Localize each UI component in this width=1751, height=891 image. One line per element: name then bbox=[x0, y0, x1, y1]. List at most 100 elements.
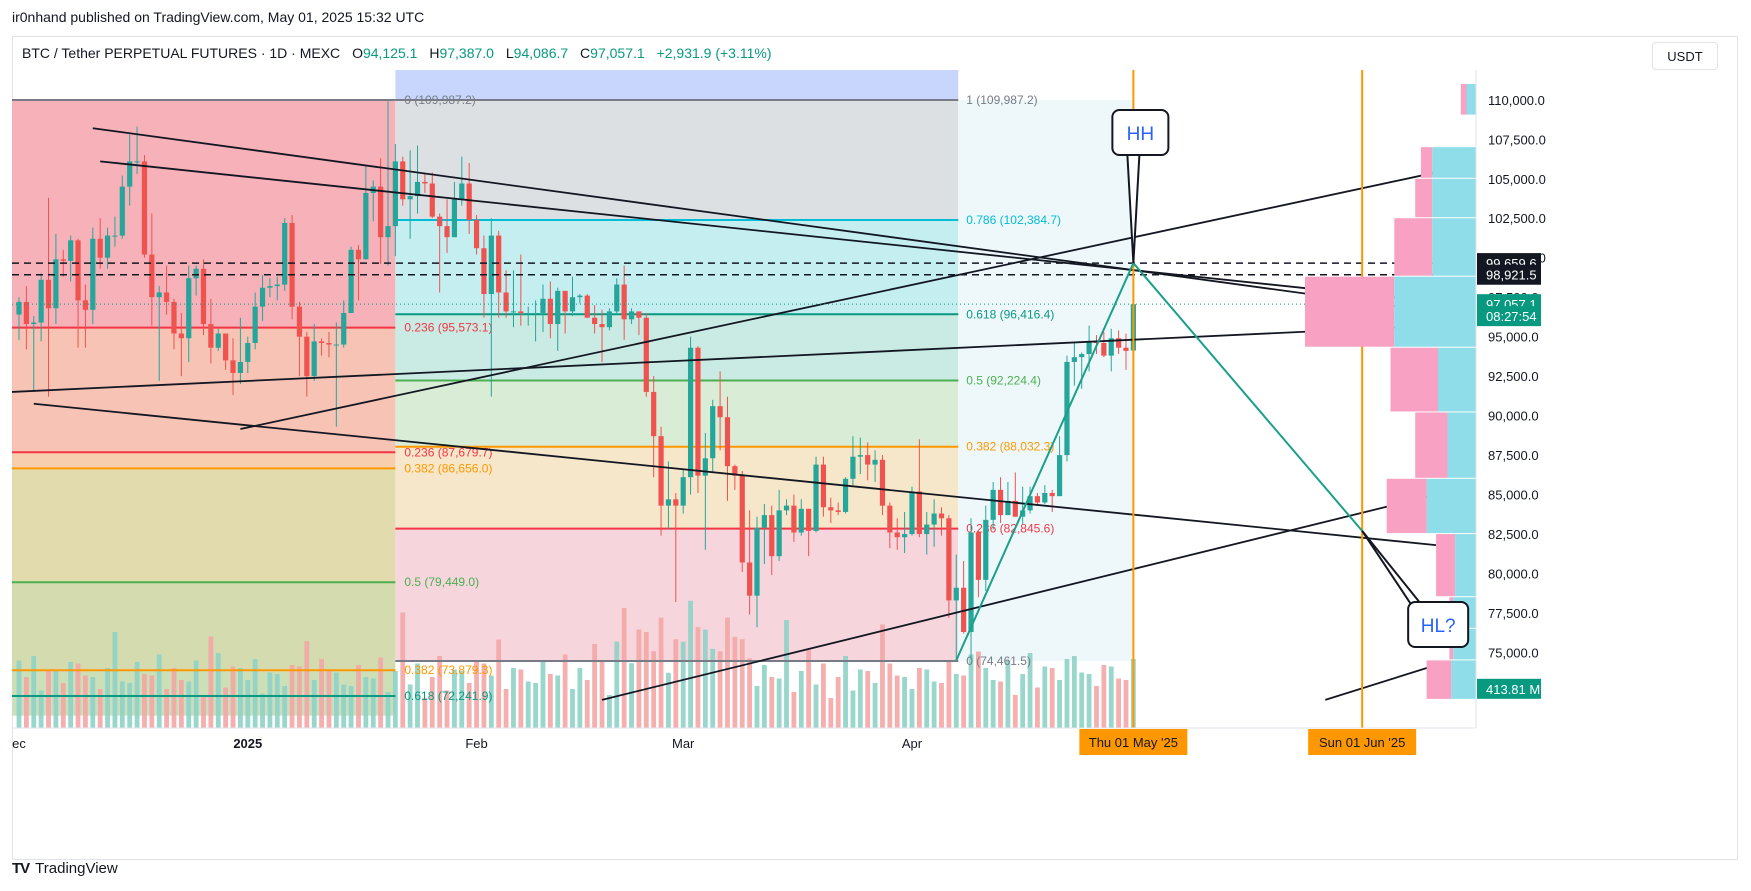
candle bbox=[592, 305, 598, 334]
candle-body bbox=[1101, 342, 1107, 356]
volume-profile-up bbox=[1438, 347, 1476, 412]
candle-body bbox=[53, 259, 59, 309]
candle-body bbox=[1005, 500, 1011, 516]
candle-body bbox=[761, 515, 767, 528]
fib-left-label-6: 0.618 (72,241.9) bbox=[404, 689, 492, 703]
volume-profile-up bbox=[1451, 660, 1476, 699]
hl-callout-text: HL? bbox=[1421, 616, 1456, 637]
candle-body bbox=[164, 292, 170, 302]
trendline-5 bbox=[601, 493, 1437, 701]
fib-right-label-0: 1 (109,987.2) bbox=[966, 93, 1037, 107]
volume-profile bbox=[1305, 84, 1476, 699]
candle-body bbox=[104, 235, 111, 258]
candle-body bbox=[127, 161, 133, 187]
volume-bar bbox=[437, 656, 443, 728]
candle bbox=[997, 477, 1004, 524]
volume-profile-down bbox=[1305, 276, 1395, 347]
volume-bar bbox=[392, 671, 398, 728]
candle-body bbox=[968, 532, 974, 632]
volume-profile-up bbox=[1394, 276, 1476, 347]
volume-bar bbox=[134, 662, 140, 728]
candle bbox=[466, 162, 472, 235]
candle bbox=[953, 554, 959, 661]
hh-callout-text: HH bbox=[1127, 124, 1154, 145]
candle-body bbox=[422, 181, 428, 184]
candle bbox=[473, 215, 480, 255]
volume-bar bbox=[385, 692, 391, 728]
y-tick-label: 80,000.0 bbox=[1488, 567, 1539, 582]
volume-bar bbox=[215, 653, 221, 728]
volume-bar bbox=[1042, 666, 1048, 728]
candle-body bbox=[45, 279, 52, 309]
candle-body bbox=[990, 489, 996, 520]
x-tick-label: ec bbox=[12, 736, 26, 751]
candle-body bbox=[223, 333, 229, 361]
published-by-text: ir0nhand published on TradingView.com, M… bbox=[12, 9, 425, 25]
volume-profile-down bbox=[1386, 478, 1427, 534]
candle-body bbox=[665, 499, 672, 506]
candle-body bbox=[237, 361, 243, 373]
candle bbox=[673, 493, 679, 602]
volume-bar bbox=[968, 654, 974, 728]
candle bbox=[23, 286, 29, 350]
candle-body bbox=[496, 235, 502, 293]
candle-body bbox=[798, 508, 804, 533]
y-tick-label: 110,000.0 bbox=[1488, 93, 1545, 108]
volume-bar bbox=[843, 656, 848, 728]
candle bbox=[156, 286, 162, 381]
price-label-text: 08:27:54 bbox=[1486, 309, 1537, 324]
candle-body bbox=[975, 532, 981, 580]
volume-profile-up bbox=[1432, 147, 1476, 178]
candle-body bbox=[909, 491, 915, 535]
volume-bar bbox=[429, 677, 435, 728]
candle-body bbox=[614, 284, 620, 312]
candle bbox=[710, 399, 716, 473]
volume-bar bbox=[636, 629, 642, 728]
trendline-1 bbox=[100, 160, 1437, 303]
volume-profile-up bbox=[1447, 412, 1476, 478]
volume-bar bbox=[245, 680, 251, 728]
volume-bar bbox=[60, 683, 66, 728]
volume-bar bbox=[769, 677, 775, 728]
candle bbox=[1027, 486, 1033, 514]
currency-button[interactable]: USDT bbox=[1652, 42, 1718, 70]
volume-bar bbox=[333, 672, 339, 728]
price-label-3: 08:27:54 bbox=[1477, 306, 1541, 327]
volume-profile-down bbox=[1415, 178, 1433, 218]
candle-body bbox=[813, 464, 819, 531]
symbol-title[interactable]: BTC / Tether PERPETUAL FUTURES · 1D · ME… bbox=[22, 45, 341, 61]
candle-body bbox=[149, 254, 155, 298]
volume-bar bbox=[178, 680, 184, 728]
candle-body bbox=[783, 505, 790, 511]
volume-bar bbox=[1020, 674, 1026, 728]
volume-bar bbox=[607, 695, 612, 728]
candle bbox=[857, 437, 863, 475]
candle-body bbox=[230, 360, 236, 373]
candle-body bbox=[577, 295, 583, 298]
trendlines bbox=[12, 127, 1437, 701]
volume-bar bbox=[474, 662, 479, 728]
fib-left-label-5: 0.382 (73,879.3) bbox=[404, 663, 492, 677]
open-label: O bbox=[352, 45, 363, 61]
volume-bars bbox=[16, 600, 1136, 728]
candle-body bbox=[75, 240, 81, 301]
candle bbox=[90, 227, 96, 325]
candle bbox=[680, 469, 686, 514]
candle bbox=[392, 144, 398, 257]
candle bbox=[983, 505, 989, 591]
candle bbox=[451, 181, 458, 238]
candle-body bbox=[274, 284, 280, 287]
hh-callout-pointer bbox=[1126, 154, 1141, 264]
candle bbox=[16, 297, 22, 340]
candle-body bbox=[97, 238, 103, 258]
low-value: 94,086.7 bbox=[513, 45, 569, 61]
candle bbox=[525, 306, 531, 326]
candle-body bbox=[141, 161, 148, 255]
candle-body bbox=[481, 248, 487, 295]
candle bbox=[820, 456, 827, 517]
candle bbox=[651, 376, 657, 478]
candle bbox=[510, 270, 517, 328]
trendline-4 bbox=[240, 171, 1437, 430]
volume-bar bbox=[481, 663, 487, 728]
